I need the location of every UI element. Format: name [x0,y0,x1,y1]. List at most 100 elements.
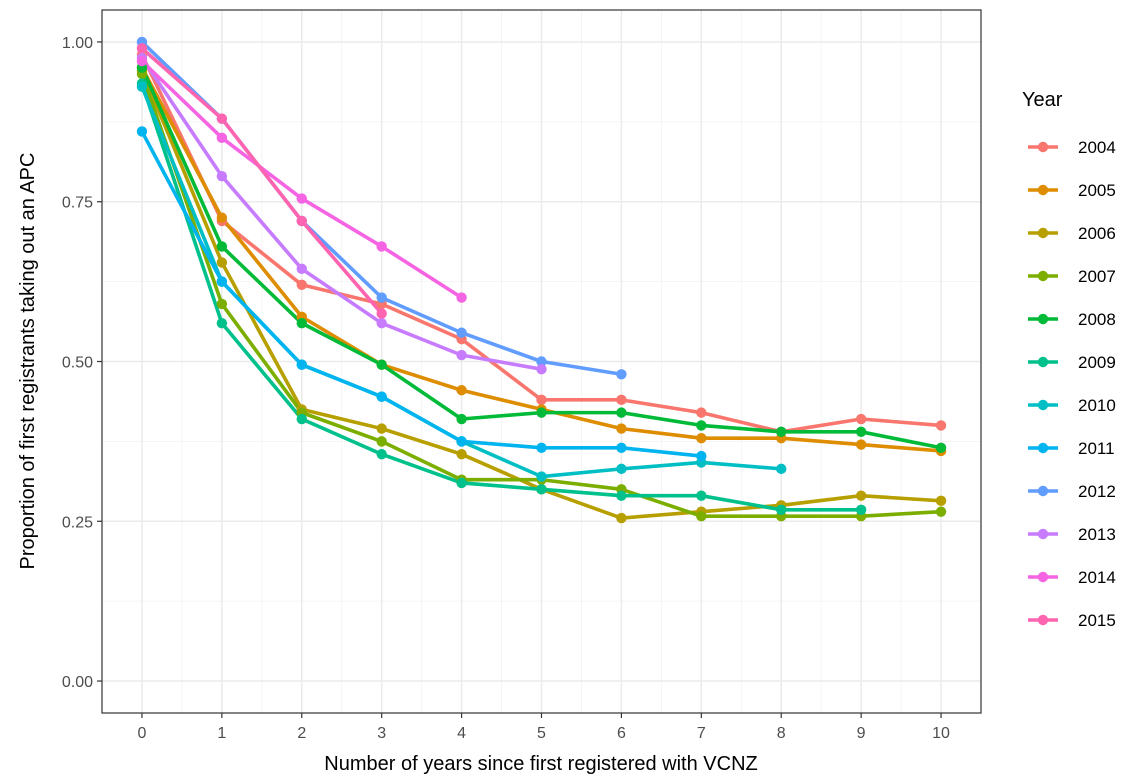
legend-key-point [1037,356,1049,368]
data-point-2011 [456,436,467,447]
data-point-2011 [536,442,547,453]
legend-label: 2015 [1078,611,1116,630]
legend-label: 2012 [1078,482,1116,501]
data-point-2004 [935,420,947,431]
legend-title: Year [1022,89,1063,111]
data-point-2004 [696,407,707,418]
data-point-2004 [296,279,307,291]
x-tick-label: 8 [777,725,786,742]
x-tick-label: 5 [537,725,546,742]
data-point-2013 [296,263,307,275]
data-point-2009 [296,413,307,425]
data-point-2004 [536,394,547,406]
legend-label: 2006 [1078,224,1116,243]
data-point-2006 [935,495,947,507]
data-point-2008 [935,442,947,453]
data-point-2013 [456,349,467,361]
legend-key-point [1037,184,1049,196]
legend-key-point [1037,614,1049,626]
data-point-2010 [616,463,627,475]
series-line-2015 [140,46,384,315]
data-point-2007 [696,510,707,522]
data-point-2013 [216,170,228,182]
data-point-2009 [696,490,707,501]
legend-label: 2014 [1078,568,1116,587]
x-tick-label: 1 [217,725,226,742]
data-point-2011 [696,450,707,462]
x-tick-label: 4 [457,725,466,742]
data-point-2009 [456,477,467,489]
data-point-2008 [855,426,867,437]
data-point-2015 [296,215,307,227]
legend-item-2010: 2010 [1028,396,1116,415]
data-point-2008 [616,407,627,418]
data-point-2005 [216,212,228,223]
y-axis-title: Proportion of first registrants taking o… [17,153,39,570]
legend-key-point [1037,227,1049,239]
legend-item-2014: 2014 [1028,568,1116,587]
x-tick-label: 3 [377,725,386,742]
data-point-2008 [216,241,228,252]
y-tick-label: 1.00 [62,35,93,52]
y-tick-label: 0.25 [62,514,93,531]
legend-key-point [1037,528,1049,540]
data-point-2015 [376,308,387,319]
legend-key-point [1037,313,1049,325]
data-point-2012 [616,369,627,380]
data-point-2014 [296,193,307,204]
data-point-2014 [216,132,228,144]
y-tick-label: 0.00 [62,674,93,691]
data-point-2006 [216,257,228,268]
data-point-2015 [216,113,228,124]
data-point-2005 [456,385,467,396]
legend-key-point [1037,141,1049,153]
data-point-2011 [376,391,387,402]
legend-label: 2005 [1078,181,1116,200]
data-point-2008 [776,426,787,437]
data-point-2006 [855,490,867,501]
legend-item-2004: 2004 [1028,138,1116,157]
legend: Year 2004 2005 2006 2007 2008 2009 2010 2011 201… [1022,89,1116,630]
legend-item-2013: 2013 [1028,525,1116,544]
legend-key-point [1037,270,1049,282]
data-point-2005 [696,432,707,444]
data-point-2007 [216,298,228,310]
data-point-2004 [616,394,627,406]
data-point-2009 [536,484,547,495]
data-point-2010 [136,81,148,92]
x-axis-title: Number of years since first registered w… [324,753,757,775]
x-tick-label: 2 [297,725,306,742]
legend-label: 2009 [1078,353,1116,372]
data-point-2010 [776,463,787,475]
data-point-2014 [456,292,467,303]
data-point-2011 [296,359,307,370]
data-point-2007 [376,436,387,447]
x-tick-label: 9 [857,725,866,742]
data-point-2006 [376,423,387,434]
legend-item-2005: 2005 [1028,181,1116,200]
legend-item-2008: 2008 [1028,310,1116,329]
data-point-2006 [456,448,467,460]
legend-item-2006: 2006 [1028,224,1116,243]
data-point-2004 [855,413,867,425]
data-point-2012 [536,356,547,367]
legend-item-2007: 2007 [1028,267,1116,286]
legend-label: 2004 [1078,138,1116,157]
y-tick-label: 0.75 [62,195,93,212]
y-axis: 0.00 0.25 0.50 0.75 1.00 [62,35,102,691]
legend-key-point [1037,485,1049,497]
data-point-2005 [855,439,867,450]
data-point-2011 [136,126,148,137]
legend-key-point [1037,442,1049,454]
data-point-2009 [855,504,867,515]
data-point-2005 [616,423,627,434]
x-tick-label: 7 [697,725,706,742]
data-point-2008 [536,407,547,418]
y-tick-label: 0.50 [62,355,93,372]
legend-item-2011: 2011 [1028,439,1115,458]
data-point-2011 [616,442,627,453]
series-line-2009 [140,82,862,512]
data-point-2009 [776,504,787,515]
data-point-2014 [136,55,148,67]
